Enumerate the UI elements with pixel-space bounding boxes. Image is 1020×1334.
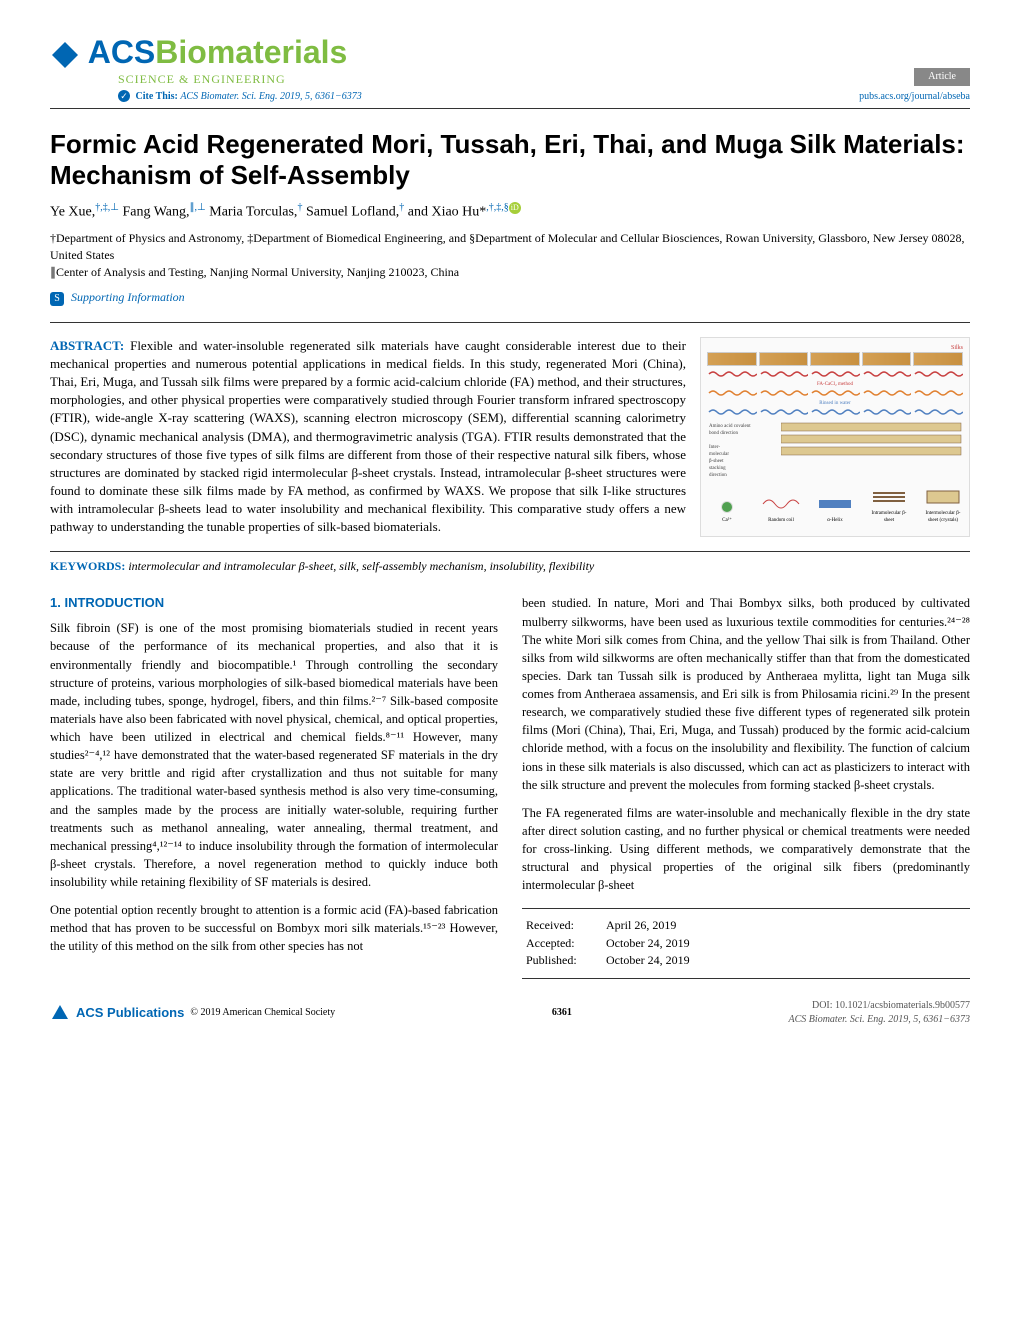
orcid-icon[interactable]: iD (509, 202, 521, 214)
acs-triangle-icon (50, 1003, 70, 1023)
supporting-info-link[interactable]: S Supporting Information (50, 289, 970, 306)
author-list: Ye Xue,†,‡,⊥ Fang Wang,∥,⊥ Maria Torcula… (50, 201, 970, 222)
journal-header: ACSBiomaterials SCIENCE & ENGINEERING ✓ … (50, 30, 970, 109)
article-type-badge: Article (914, 68, 970, 86)
keywords: KEYWORDS: intermolecular and intramolecu… (50, 558, 970, 575)
article-dates: Received:April 26, 2019 Accepted:October… (522, 908, 970, 978)
supporting-s-icon: S (50, 292, 64, 306)
abstract-label: ABSTRACT: (50, 338, 124, 353)
header-right: Article pubs.acs.org/journal/abseba (859, 68, 970, 104)
copyright-text: © 2019 American Chemical Society (190, 1006, 335, 1020)
section-heading: 1. INTRODUCTION (50, 594, 498, 613)
footer-citation: DOI: 10.1021/acsbiomaterials.9b00577 ACS… (789, 999, 970, 1027)
logo-biomaterials: Biomaterials (155, 34, 347, 70)
toc-graphic: Silks FA-CaCl₂ method Rinsed in water (700, 337, 970, 537)
column-left: 1. INTRODUCTION Silk fibroin (SF) is one… (50, 594, 498, 978)
paragraph: One potential option recently brought to… (50, 901, 498, 955)
journal-url[interactable]: pubs.acs.org/journal/abseba (859, 91, 970, 102)
column-right: been studied. In nature, Mori and Thai B… (522, 594, 970, 978)
checkmark-icon: ✓ (118, 90, 130, 102)
logo-acs: ACS (88, 34, 156, 70)
cite-this-line[interactable]: ✓ Cite This: ACS Biomater. Sci. Eng. 201… (118, 90, 362, 104)
acs-publications-logo: ACS Publications (76, 1004, 184, 1022)
affiliations: †Department of Physics and Astronomy, ‡D… (50, 230, 970, 280)
journal-logo-block: ACSBiomaterials SCIENCE & ENGINEERING ✓ … (50, 30, 362, 104)
paragraph: Silk fibroin (SF) is one of the most pro… (50, 619, 498, 891)
body-columns: 1. INTRODUCTION Silk fibroin (SF) is one… (50, 594, 970, 978)
article-title: Formic Acid Regenerated Mori, Tussah, Er… (50, 129, 970, 191)
paragraph: The FA regenerated films are water-insol… (522, 804, 970, 895)
abstract-section: Silks FA-CaCl₂ method Rinsed in water (50, 322, 970, 552)
page-number: 6361 (552, 1006, 572, 1020)
page-footer: ACS Publications © 2019 American Chemica… (50, 999, 970, 1027)
paragraph: been studied. In nature, Mori and Thai B… (522, 594, 970, 793)
